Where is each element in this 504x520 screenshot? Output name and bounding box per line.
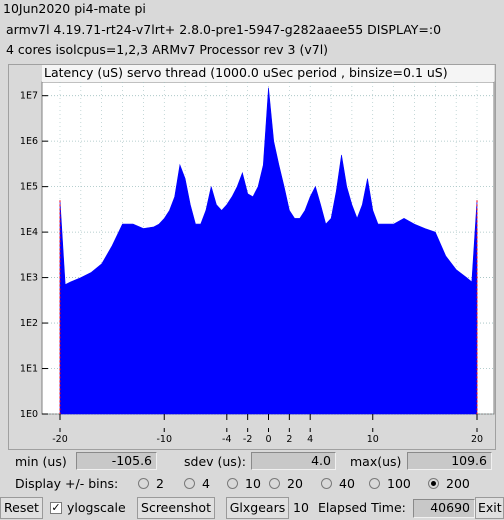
exit-button[interactable]: Exit: [475, 497, 504, 519]
x-tick-label: 2: [286, 434, 292, 445]
reset-button[interactable]: Reset: [0, 497, 43, 519]
x-tick-label: 20: [471, 434, 483, 445]
bins-radio-20[interactable]: [269, 478, 280, 489]
bins-option-20[interactable]: 20: [287, 476, 303, 491]
y-tick-label: 1E2: [20, 318, 38, 329]
sdev-label: sdev (us):: [184, 454, 246, 469]
max-label: max(us): [350, 454, 402, 469]
screenshot-button[interactable]: Screenshot: [137, 497, 215, 519]
y-tick-label: 1E3: [20, 273, 38, 284]
y-tick-label: 1E1: [20, 364, 38, 375]
bins-option-40[interactable]: 40: [339, 476, 355, 491]
glxgears-button[interactable]: Glxgears: [226, 497, 289, 519]
max-value: 109.6: [407, 452, 492, 470]
bins-option-2[interactable]: 2: [156, 476, 164, 491]
bins-radio-100[interactable]: [369, 478, 380, 489]
latency-series-area: [59, 87, 478, 415]
header-kernel-info: armv7l 4.19.71-rt24-v7lrt+ 2.8.0-pre1-59…: [6, 22, 442, 37]
x-tick-label: -2: [243, 434, 252, 445]
bins-radio-40[interactable]: [321, 478, 332, 489]
bins-option-10[interactable]: 10: [245, 476, 261, 491]
x-tick-label: 10: [367, 434, 379, 445]
y-tick-label: 1E7: [20, 91, 38, 102]
min-label: min (us): [15, 454, 67, 469]
y-tick-label: 1E5: [20, 182, 38, 193]
header-cpu-info: 4 cores isolcpus=1,2,3 ARMv7 Processor r…: [6, 42, 329, 57]
y-tick-label: 1E0: [20, 409, 38, 420]
elapsed-time-value: 40690: [413, 499, 475, 518]
y-tick-label: 1E4: [20, 227, 38, 238]
chart-title: Latency (uS) servo thread (1000.0 uSec p…: [42, 65, 494, 82]
sdev-value: 4.0: [251, 452, 336, 470]
elapsed-time-label: Elapsed Time:: [318, 500, 406, 515]
bins-radio-200[interactable]: [428, 478, 439, 489]
stats-row: min (us) -105.6 sdev (us): 4.0 max(us) 1…: [0, 451, 504, 473]
x-tick-label: -20: [52, 434, 68, 445]
header-date-host: 10Jun2020 pi4-mate pi: [3, 1, 146, 16]
ylogscale-checkbox[interactable]: ✓: [50, 501, 62, 514]
bins-option-100[interactable]: 100: [387, 476, 411, 491]
min-value: -105.6: [76, 452, 157, 470]
bins-option-4[interactable]: 4: [202, 476, 210, 491]
x-tick-label: -4: [222, 434, 231, 445]
bottom-toolbar: Reset ✓ ylogscale Screenshot Glxgears 10…: [0, 496, 504, 520]
bins-radio-2[interactable]: [138, 478, 149, 489]
x-tick-label: -10: [156, 434, 172, 445]
bins-label: Display +/- bins:: [15, 476, 119, 491]
glxgears-count: 10: [293, 500, 309, 515]
bins-radio-10[interactable]: [227, 478, 238, 489]
x-tick-label: 0: [265, 434, 271, 445]
bins-row: Display +/- bins: 2 4 10 20 40 100 200: [0, 473, 504, 495]
ylogscale-label[interactable]: ylogscale: [67, 500, 126, 515]
y-tick-label: 1E6: [20, 136, 38, 147]
x-tick-label: 4: [307, 434, 313, 445]
bins-option-200[interactable]: 200: [446, 476, 470, 491]
bins-radio-4[interactable]: [184, 478, 195, 489]
